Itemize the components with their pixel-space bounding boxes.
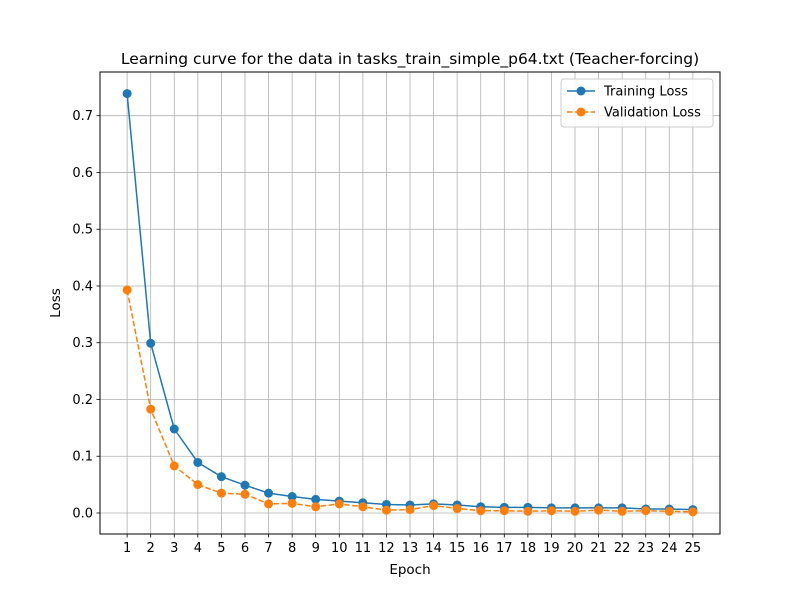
- y-tick-label: 0.3: [72, 336, 93, 351]
- training-loss-point: [264, 488, 274, 498]
- validation-loss-point: [499, 506, 509, 516]
- x-tick-label: 15: [449, 541, 466, 556]
- validation-loss-point: [122, 285, 132, 295]
- x-axis: 1 2 3 4 5 6 7 8 9 10 11 12 13 14 15 16 17 18 19 20 21 22 23 24 2…: [123, 534, 701, 556]
- validation-loss-point: [429, 501, 439, 511]
- validation-loss-point: [358, 502, 368, 512]
- validation-loss-point: [146, 404, 156, 414]
- validation-loss-point: [664, 506, 674, 516]
- y-axis-label: Loss: [48, 288, 64, 318]
- validation-loss-point: [193, 480, 203, 490]
- x-tick-label: 24: [661, 541, 678, 556]
- validation-loss-point: [452, 503, 462, 513]
- x-tick-label: 10: [331, 541, 348, 556]
- validation-loss-point: [546, 506, 556, 516]
- legend: Training Loss Validation Loss: [560, 78, 714, 128]
- x-tick-label: 1: [123, 541, 131, 556]
- x-tick-label: 3: [170, 541, 178, 556]
- x-tick-label: 19: [543, 541, 560, 556]
- x-tick-label: 20: [567, 541, 584, 556]
- x-tick-label: 6: [241, 541, 249, 556]
- validation-loss-point: [311, 502, 321, 512]
- grid: [100, 72, 720, 534]
- y-tick-label: 0.4: [72, 279, 93, 294]
- y-tick-label: 0.1: [72, 450, 93, 465]
- training-loss-point: [287, 492, 297, 502]
- x-tick-label: 8: [288, 541, 296, 556]
- validation-loss-point: [287, 498, 297, 508]
- validation-loss-point: [334, 499, 344, 509]
- x-tick-label: 9: [312, 541, 320, 556]
- x-tick-label: 7: [264, 541, 272, 556]
- training-loss-point: [216, 472, 226, 482]
- x-tick-label: 18: [520, 541, 537, 556]
- legend-box: [560, 78, 714, 128]
- y-tick-label: 0.0: [72, 507, 93, 522]
- x-tick-label: 13: [402, 541, 419, 556]
- x-tick-label: 11: [355, 541, 372, 556]
- validation-loss-point: [405, 505, 415, 515]
- x-tick-label: 23: [637, 541, 654, 556]
- x-tick-label: 16: [472, 541, 489, 556]
- validation-loss-point: [594, 505, 604, 515]
- x-tick-label: 25: [685, 541, 702, 556]
- y-tick-label: 0.2: [72, 393, 93, 408]
- x-axis-label: Epoch: [389, 562, 430, 578]
- training-loss-point: [169, 424, 179, 434]
- training-loss-point: [146, 338, 156, 348]
- validation-loss-point: [641, 506, 651, 516]
- y-tick-label: 0.6: [72, 166, 93, 181]
- validation-loss-point: [240, 489, 250, 499]
- training-loss-point: [311, 494, 321, 504]
- validation-loss-point: [523, 506, 533, 516]
- legend-validation-marker: [576, 107, 586, 117]
- training-loss-point: [122, 89, 132, 99]
- validation-loss-point: [264, 499, 274, 509]
- chart-title: Learning curve for the data in tasks_tra…: [121, 50, 699, 69]
- x-tick-label: 21: [590, 541, 607, 556]
- x-tick-label: 14: [425, 541, 442, 556]
- legend-validation-label: Validation Loss: [604, 106, 701, 121]
- legend-training-marker: [576, 86, 586, 96]
- validation-loss-point: [570, 506, 580, 516]
- validation-loss-point: [169, 461, 179, 471]
- validation-loss-point: [381, 505, 391, 515]
- training-loss-point: [240, 480, 250, 490]
- y-tick-label: 0.7: [72, 109, 93, 124]
- x-tick-label: 12: [378, 541, 395, 556]
- x-tick-label: 2: [147, 541, 155, 556]
- validation-loss-point: [617, 506, 627, 516]
- legend-training-label: Training Loss: [603, 85, 688, 100]
- y-tick-label: 0.5: [72, 223, 93, 238]
- validation-loss-point: [216, 488, 226, 498]
- x-tick-label: 5: [217, 541, 225, 556]
- validation-loss-point: [688, 507, 698, 517]
- x-tick-label: 17: [496, 541, 513, 556]
- validation-loss-point: [476, 506, 486, 516]
- x-tick-label: 4: [194, 541, 202, 556]
- y-axis: 0.0 0.1 0.2 0.3 0.4 0.5 0.6 0.7: [72, 109, 100, 522]
- x-tick-label: 22: [614, 541, 631, 556]
- series-layer: [122, 89, 698, 517]
- training-loss-point: [193, 457, 203, 467]
